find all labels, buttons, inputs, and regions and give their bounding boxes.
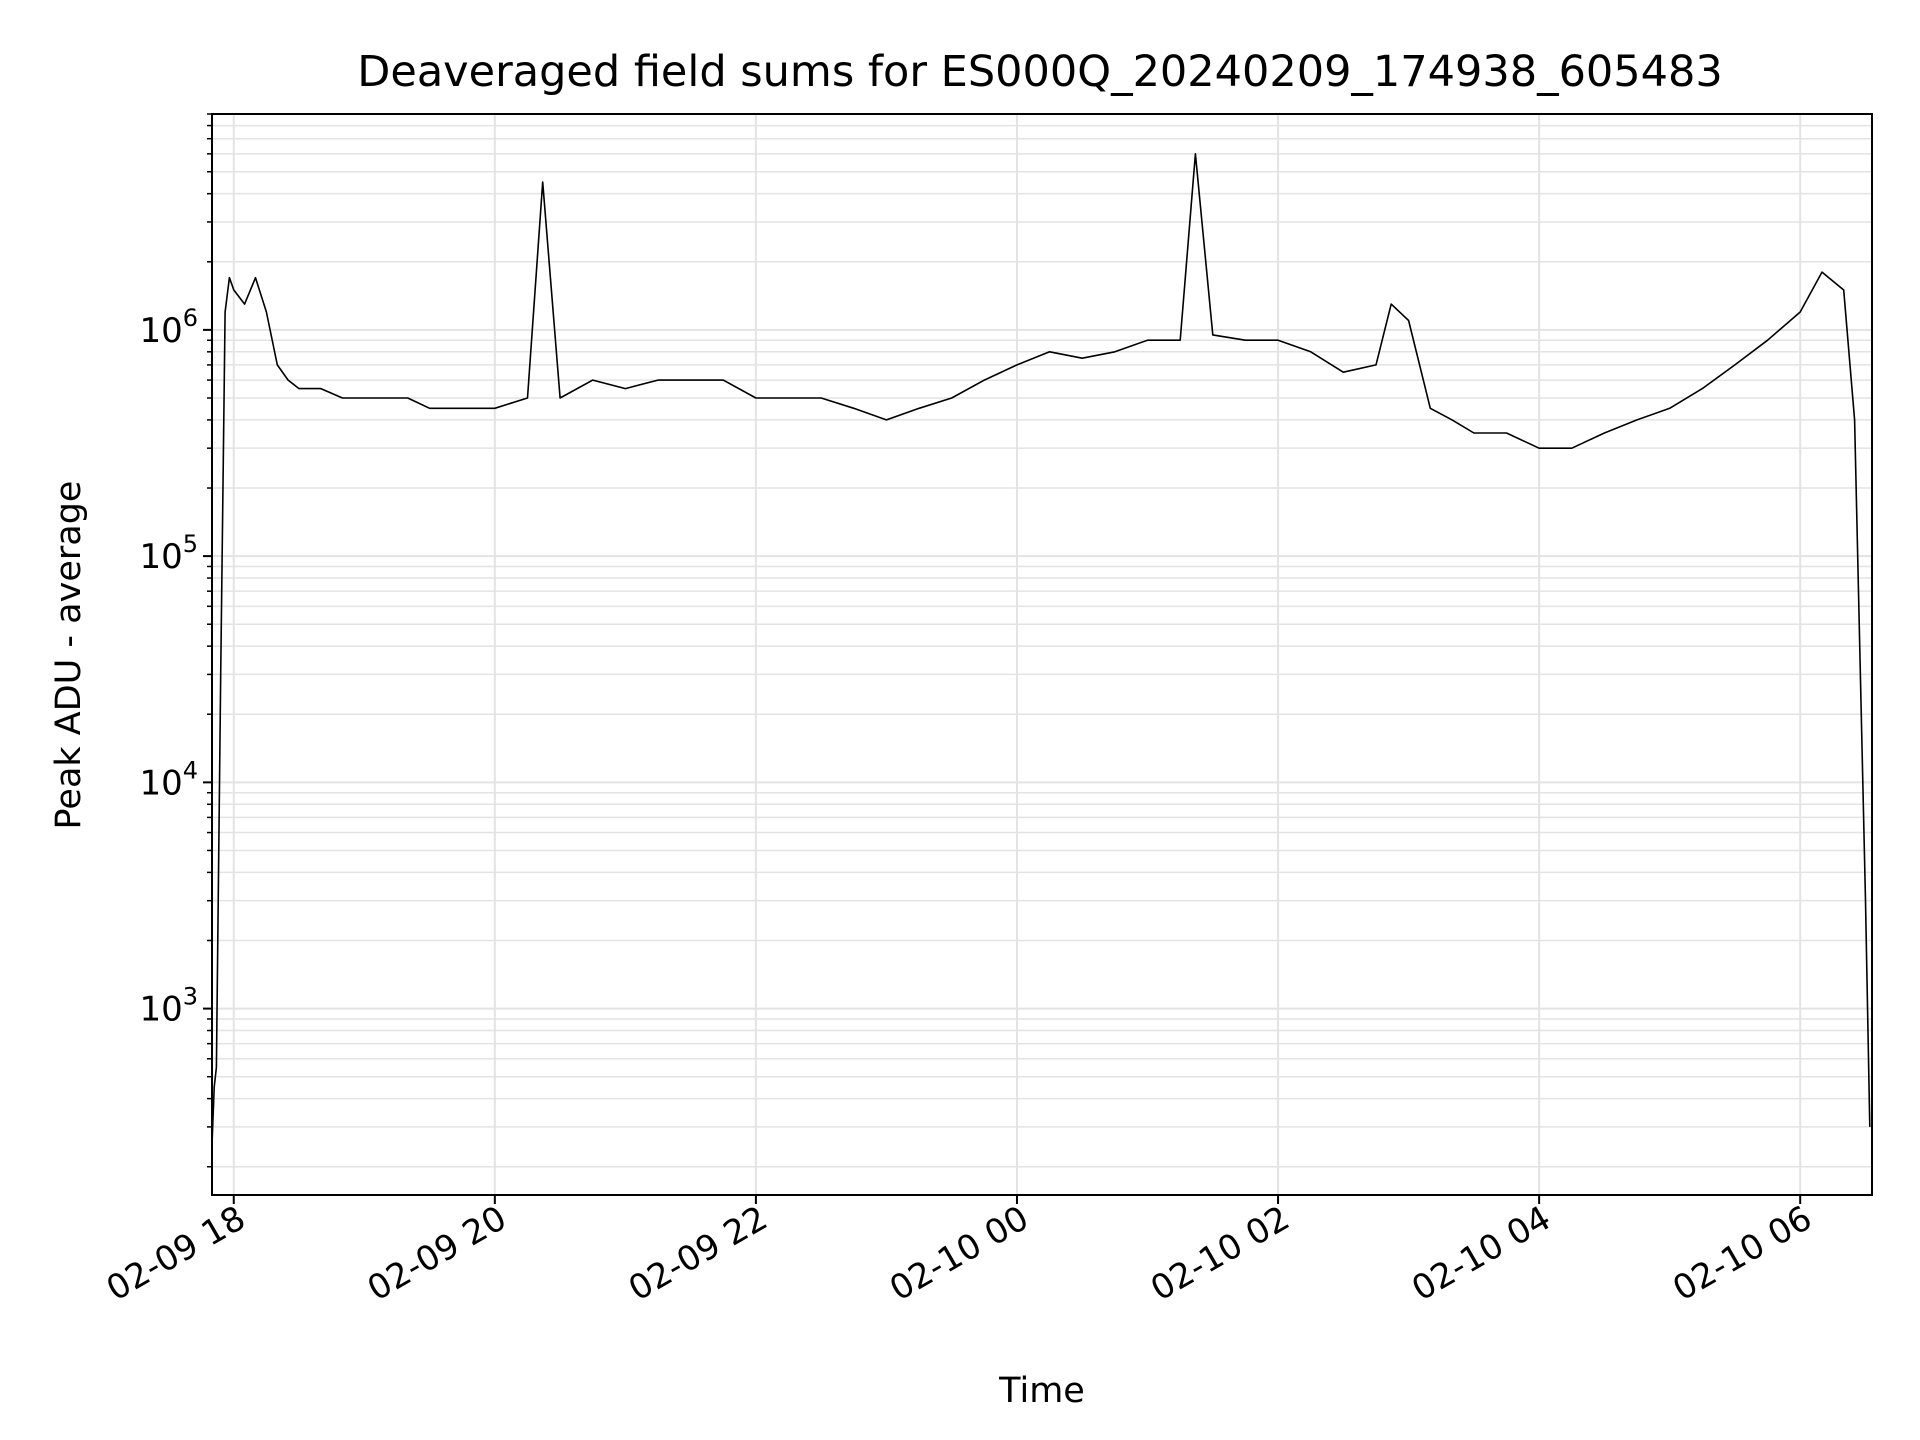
- series-line-0: [211, 153, 1871, 1145]
- x-tick-label: 02-09 18: [100, 1198, 252, 1309]
- y-tick-label: 104: [139, 756, 198, 803]
- y-tick-label: 105: [139, 530, 198, 577]
- y-axis-label: Peak ADU - average: [49, 481, 89, 830]
- x-axis-label: Time: [998, 1371, 1085, 1411]
- x-tick-label: 02-10 06: [1666, 1198, 1818, 1309]
- x-tick-label: 02-09 20: [361, 1198, 513, 1309]
- y-tick-label: 103: [139, 983, 198, 1030]
- x-tick-label: 02-09 22: [622, 1198, 774, 1309]
- plot-frame: [211, 113, 1873, 1196]
- y-tick-label: 106: [139, 304, 198, 351]
- series-group: [211, 153, 1871, 1145]
- x-tick-label: 02-10 04: [1405, 1198, 1557, 1309]
- x-tick-label: 02-10 00: [883, 1198, 1035, 1309]
- grid: [212, 113, 1872, 1195]
- x-tick-label: 02-10 02: [1144, 1198, 1296, 1309]
- x-axis: 02-09 18 02-09 20 02-09 22 02-10 00 02-10 02…: [100, 1195, 1819, 1309]
- chart-title: Deaveraged field sums for ES000Q_2024020…: [357, 47, 1722, 97]
- y-axis: 103 104 105 106: [139, 113, 212, 1168]
